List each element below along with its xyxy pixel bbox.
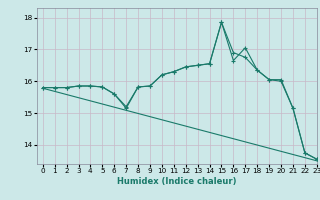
X-axis label: Humidex (Indice chaleur): Humidex (Indice chaleur) xyxy=(117,177,236,186)
